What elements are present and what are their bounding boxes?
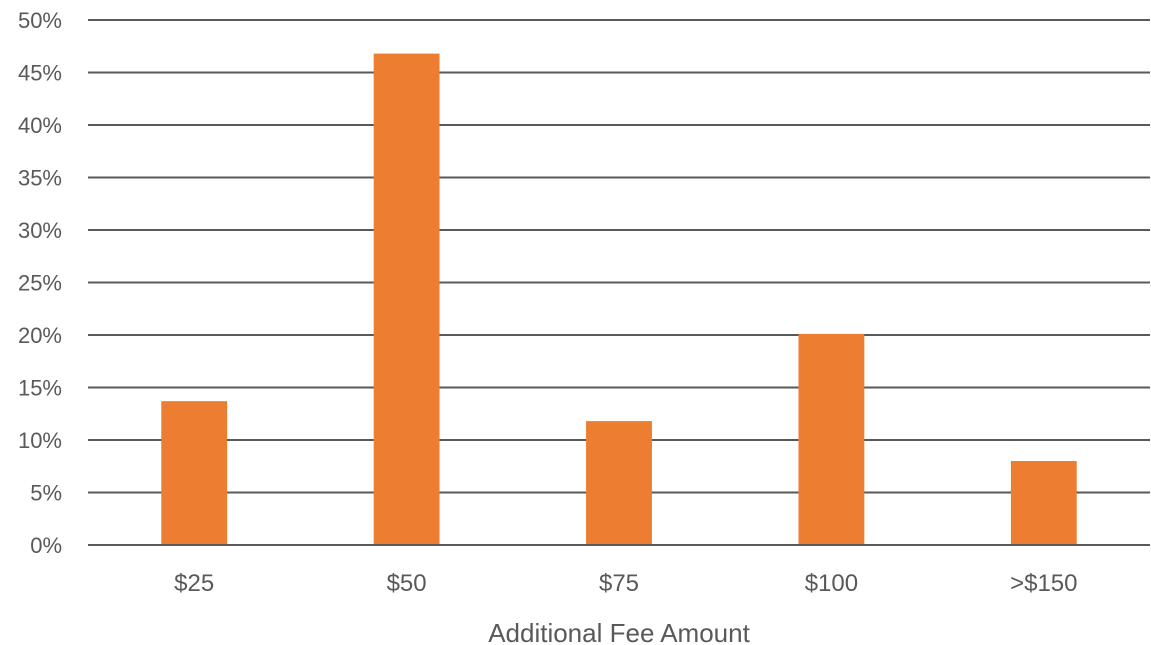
y-tick-label: 10% [18, 428, 62, 453]
x-tick-label: $50 [387, 570, 427, 597]
bar [161, 401, 228, 545]
x-tick-label: $100 [805, 570, 858, 597]
y-tick-label: 5% [30, 481, 62, 506]
x-axis-tick-labels: $25 $50 $75 $100 >$150 [174, 570, 1077, 597]
bar [1010, 461, 1077, 545]
y-tick-label: 40% [18, 113, 62, 138]
x-tick-label: $25 [174, 570, 214, 597]
x-axis-title: Additional Fee Amount [488, 618, 750, 645]
y-axis-tick-labels: 0% 5% 10% 15% 20% 25% 30% 35% 40% 45% 50% [18, 8, 62, 558]
y-tick-label: 0% [30, 533, 62, 558]
y-tick-label: 25% [18, 271, 62, 296]
y-tick-label: 45% [18, 61, 62, 86]
bars [161, 53, 1077, 545]
y-tick-label: 30% [18, 218, 62, 243]
bar [586, 421, 652, 545]
x-tick-label: >$150 [1010, 570, 1077, 597]
x-tick-label: $75 [599, 570, 639, 597]
gridlines [88, 19, 1150, 494]
bar [798, 333, 865, 545]
bar [373, 53, 440, 545]
y-tick-label: 20% [18, 323, 62, 348]
y-tick-label: 35% [18, 166, 62, 191]
y-tick-label: 15% [18, 376, 62, 401]
y-tick-label: 50% [18, 8, 62, 33]
